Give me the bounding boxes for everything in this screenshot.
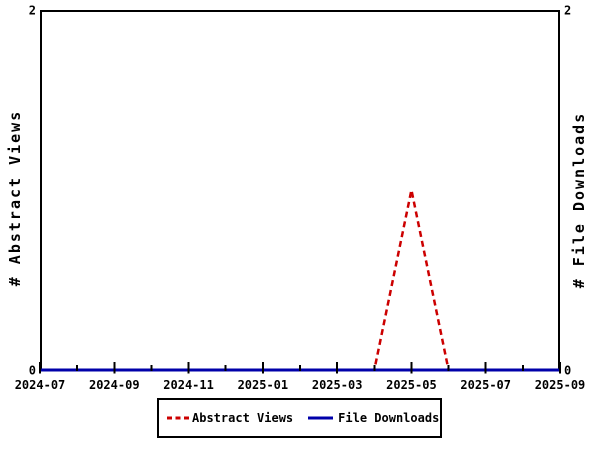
legend-dashed-line-sample [167, 415, 189, 421]
legend-label-abstract-views: Abstract Views [192, 411, 294, 425]
plot-border [40, 10, 560, 371]
y-tick-label-right: 2 [564, 4, 571, 18]
legend: Abstract Views File Downloads [157, 398, 442, 438]
x-tick-label: 2024-07 [15, 378, 66, 392]
y-axis-label-right: # File Downloads [570, 111, 588, 289]
x-tick-label: 2024-11 [163, 378, 214, 392]
x-tick-label: 2025-07 [460, 378, 511, 392]
legend-label-file-downloads: File Downloads [338, 411, 440, 425]
x-tick-label: 2024-09 [89, 378, 140, 392]
x-tick-label: 2025-05 [386, 378, 437, 392]
dashed-line-icon [167, 416, 189, 420]
y-tick-label-left: 0 [29, 364, 36, 378]
y-tick-label-left: 2 [29, 4, 36, 18]
y-axis-label-left: # Abstract Views [6, 109, 24, 287]
legend-solid-line-sample [308, 415, 334, 421]
solid-line-icon [308, 416, 334, 420]
y-tick-label-right: 0 [564, 364, 571, 378]
x-tick-label: 2025-09 [535, 378, 586, 392]
x-tick-label: 2025-03 [312, 378, 363, 392]
x-tick-label: 2025-01 [238, 378, 289, 392]
series-abstract-views [40, 189, 560, 372]
